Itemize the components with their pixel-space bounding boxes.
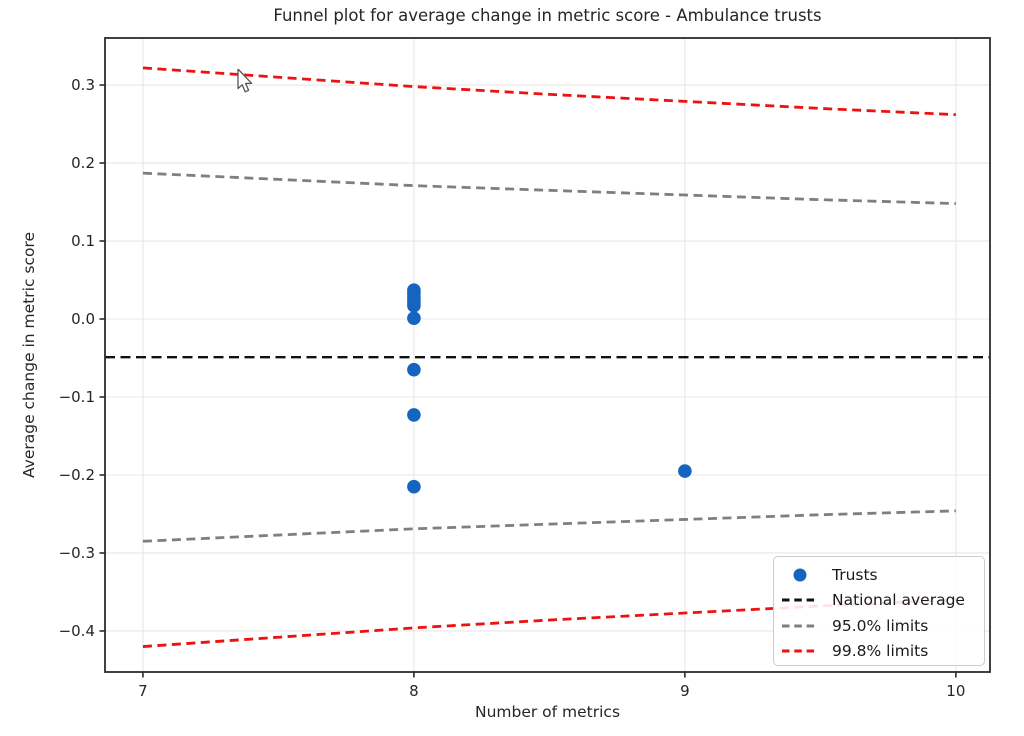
- legend-label: National average: [832, 591, 965, 610]
- legend-item-99.8-limits: 99.8% limits: [780, 639, 984, 665]
- y-tick-label: 0.2: [71, 154, 95, 172]
- chart-title: Funnel plot for average change in metric…: [273, 6, 822, 25]
- y-tick-label: −0.3: [59, 544, 95, 562]
- x-tick-label: 10: [946, 682, 965, 700]
- limit-line-99.8-limits-upper: [142, 66, 956, 117]
- legend-label: 99.8% limits: [832, 642, 929, 661]
- y-tick-label: −0.1: [59, 388, 95, 406]
- data-point: [407, 408, 421, 422]
- mouse-cursor: [237, 69, 253, 93]
- y-tick-label: 0.1: [71, 232, 95, 250]
- y-axis-label: Average change in metric score: [20, 231, 38, 479]
- data-point: [678, 464, 692, 478]
- y-tick-label: −0.2: [59, 466, 95, 484]
- y-tick-label: 0.0: [71, 310, 95, 328]
- legend-item-national-average: National average: [780, 588, 984, 614]
- x-tick-label: 7: [138, 682, 148, 700]
- legend-item-95.0-limits: 95.0% limits: [780, 613, 984, 639]
- legend-label: Trusts: [832, 565, 878, 584]
- x-tick-label: 9: [680, 682, 690, 700]
- x-tick-label: 8: [409, 682, 419, 700]
- legend-dot-icon: [780, 568, 820, 582]
- y-tick-label: 0.3: [71, 76, 95, 94]
- data-point: [407, 298, 421, 313]
- legend-label: 95.0% limits: [832, 616, 929, 635]
- data-point: [407, 479, 421, 494]
- limit-line-95.0-limits-lower: [142, 509, 956, 543]
- legend-dashed-line-icon: [780, 593, 820, 607]
- data-point: [407, 311, 421, 326]
- legend-dashed-line-icon: [780, 619, 820, 633]
- legend-dashed-line-icon: [780, 644, 820, 658]
- limit-line-95.0-limits-upper: [142, 171, 956, 205]
- x-axis-label: Number of metrics: [474, 703, 621, 721]
- legend: Trusts National average 95.0% limits 99.8% …: [773, 556, 985, 666]
- limit-line-99.8-limits-lower: [142, 598, 956, 648]
- legend-item-trusts: Trusts: [780, 562, 984, 588]
- y-tick-label: −0.4: [59, 622, 95, 640]
- plot-border: [104, 37, 991, 673]
- data-point: [407, 362, 421, 377]
